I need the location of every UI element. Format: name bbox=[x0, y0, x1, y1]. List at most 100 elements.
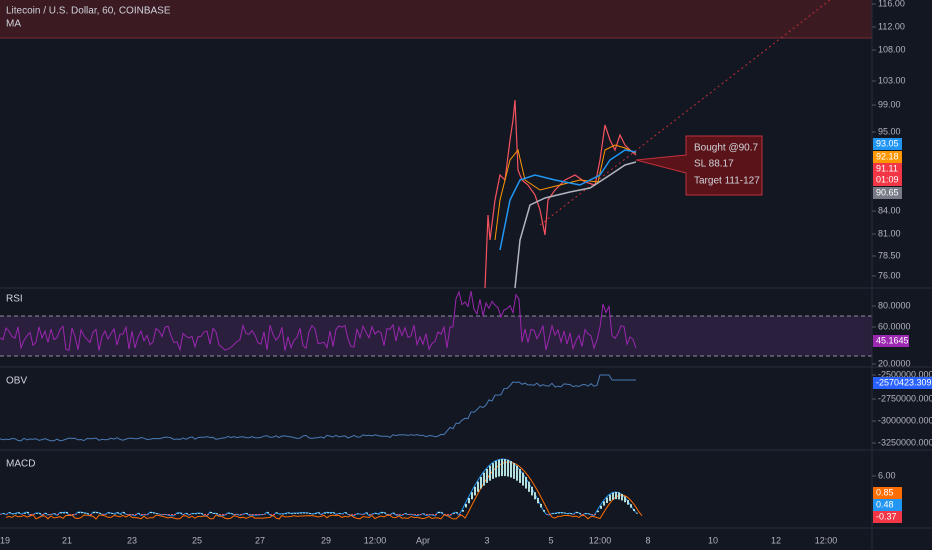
hist-bar bbox=[507, 459, 509, 477]
price-tag bbox=[873, 377, 932, 389]
hist-bar bbox=[612, 492, 614, 500]
ma-slow bbox=[514, 161, 637, 289]
hist-bar bbox=[405, 513, 407, 515]
time-tick-label: 3 bbox=[484, 535, 489, 545]
hist-bar bbox=[195, 513, 197, 515]
axis-tick-label: 103.00 bbox=[878, 75, 906, 85]
hist-bar bbox=[315, 513, 317, 515]
hist-bar bbox=[447, 514, 449, 516]
price-tag-label: 01:09 bbox=[876, 174, 899, 184]
hist-bar bbox=[147, 514, 149, 515]
time-tick-label: 12:00 bbox=[589, 535, 612, 545]
hist-bar bbox=[57, 514, 59, 515]
hist-bar bbox=[81, 512, 83, 514]
hist-bar bbox=[207, 514, 209, 516]
hist-bar bbox=[456, 512, 458, 514]
hist-bar bbox=[240, 514, 242, 515]
hist-bar bbox=[309, 513, 311, 514]
hist-bar bbox=[72, 514, 74, 515]
hist-bar bbox=[102, 514, 104, 515]
time-tick-label: 23 bbox=[127, 535, 137, 545]
hist-bar bbox=[354, 514, 356, 516]
hist-bar bbox=[450, 514, 452, 516]
hist-bar bbox=[468, 497, 470, 504]
hist-bar bbox=[426, 514, 428, 515]
hist-bar bbox=[111, 513, 113, 514]
hist-bar bbox=[12, 513, 14, 515]
price-tag bbox=[873, 163, 902, 175]
price-tag-label: 45.1645 bbox=[876, 335, 909, 345]
time-tick-label: 10 bbox=[708, 535, 718, 545]
hist-bar bbox=[408, 514, 410, 515]
pane-label: MACD bbox=[6, 459, 35, 470]
hist-bar bbox=[66, 512, 68, 514]
hist-bar bbox=[540, 503, 542, 508]
price-tag bbox=[873, 187, 902, 199]
hist-bar bbox=[234, 514, 236, 515]
annotation-text: SL 88.17 bbox=[694, 159, 734, 170]
axis-tick-label: -2500000.0000 bbox=[878, 369, 932, 379]
hist-bar bbox=[192, 513, 194, 515]
rsi-band bbox=[0, 316, 872, 356]
axis-tick-label: 80.0000 bbox=[878, 300, 911, 310]
price-tag-label: 93.05 bbox=[876, 138, 899, 148]
price-tag bbox=[873, 335, 909, 347]
hist-bar bbox=[351, 514, 353, 515]
hist-bar bbox=[186, 513, 188, 514]
macd-histogram bbox=[0, 459, 638, 516]
price-line bbox=[484, 99, 637, 289]
price-tag bbox=[873, 487, 902, 499]
hist-bar bbox=[177, 512, 179, 514]
hist-bar bbox=[444, 514, 446, 515]
hist-bar bbox=[594, 514, 596, 515]
hist-bar bbox=[267, 512, 269, 514]
hist-bar bbox=[492, 463, 494, 479]
price-tag-label: 0.85 bbox=[876, 487, 894, 497]
hist-bar bbox=[39, 512, 41, 514]
hist-bar bbox=[153, 512, 155, 514]
hist-bar bbox=[171, 514, 173, 516]
hist-bar bbox=[27, 512, 29, 514]
hist-bar bbox=[183, 514, 185, 515]
hist-bar bbox=[555, 513, 557, 514]
annotation-box bbox=[635, 135, 763, 196]
hist-bar bbox=[546, 514, 548, 515]
price-tag bbox=[873, 138, 902, 150]
axis-tick-label: -2750000.0000 bbox=[878, 393, 932, 403]
resistance-zone bbox=[0, 0, 872, 38]
hist-bar bbox=[273, 514, 275, 516]
axis-tick-label: 20.0000 bbox=[878, 358, 911, 368]
indicator-name: MA bbox=[6, 19, 21, 30]
obv-line bbox=[0, 374, 636, 442]
hist-bar bbox=[63, 512, 65, 514]
hist-bar bbox=[624, 496, 626, 503]
hist-bar bbox=[342, 514, 344, 515]
hist-bar bbox=[399, 514, 401, 515]
hist-bar bbox=[582, 514, 584, 516]
price-tag-label: 91.11 bbox=[876, 163, 898, 173]
axis-tick-label: 76.00 bbox=[878, 270, 901, 280]
hist-bar bbox=[189, 514, 191, 515]
hist-bar bbox=[549, 514, 551, 515]
hist-bar bbox=[552, 513, 554, 515]
hist-bar bbox=[345, 512, 347, 514]
hist-bar bbox=[498, 459, 500, 477]
hist-bar bbox=[381, 512, 383, 514]
hist-bar bbox=[291, 513, 293, 515]
price-tag-label: -0.37 bbox=[876, 511, 897, 521]
hist-bar bbox=[600, 505, 602, 509]
axis-tick-label: 81.00 bbox=[878, 228, 901, 238]
hist-bar bbox=[366, 512, 368, 514]
hist-bar bbox=[219, 514, 221, 515]
axis-tick-label: 6.00 bbox=[878, 470, 896, 480]
hist-bar bbox=[48, 514, 50, 515]
hist-bar bbox=[363, 514, 365, 515]
hist-bar bbox=[69, 514, 71, 515]
hist-bar bbox=[33, 514, 35, 515]
hist-bar bbox=[570, 513, 572, 514]
hist-bar bbox=[216, 513, 218, 514]
hist-bar bbox=[174, 514, 176, 515]
hist-bar bbox=[18, 512, 20, 514]
hist-bar bbox=[237, 514, 239, 515]
hist-bar bbox=[513, 463, 515, 479]
